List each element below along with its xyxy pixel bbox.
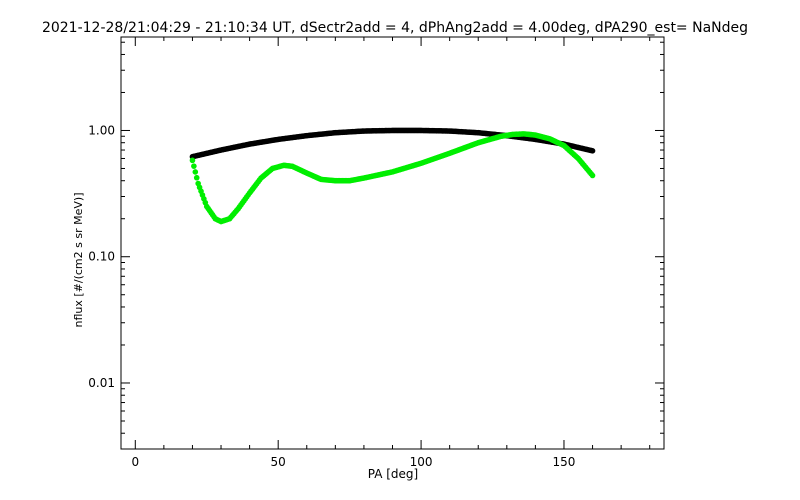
series-0 — [189, 127, 596, 160]
data-point — [589, 172, 596, 179]
x-tick-label: 50 — [271, 455, 286, 469]
plot-area — [120, 36, 665, 450]
y-axis-label: nflux [#/(cm2 s sr MeV)] — [72, 193, 85, 328]
y-tick-label: 1.00 — [88, 123, 115, 137]
series-1 — [189, 131, 596, 225]
x-axis-label: PA [deg] — [368, 467, 418, 481]
x-tick-label: 0 — [131, 455, 139, 469]
data-point — [193, 174, 200, 181]
x-tick-label: 150 — [553, 455, 576, 469]
axis-ticks — [121, 37, 664, 450]
tick-labels: 0 50 100 150 0.01 0.10 1.00 — [88, 123, 575, 469]
data-point — [189, 157, 196, 164]
y-tick-label: 0.01 — [88, 376, 115, 390]
data-series — [189, 127, 596, 225]
data-point — [589, 148, 596, 154]
x-tick-label: 100 — [410, 455, 433, 469]
data-point — [192, 169, 199, 175]
data-point — [191, 163, 197, 169]
chart-title: 2021-12-28/21:04:29 - 21:10:34 UT, dSect… — [42, 20, 748, 36]
y-tick-label: 0.10 — [88, 250, 115, 264]
